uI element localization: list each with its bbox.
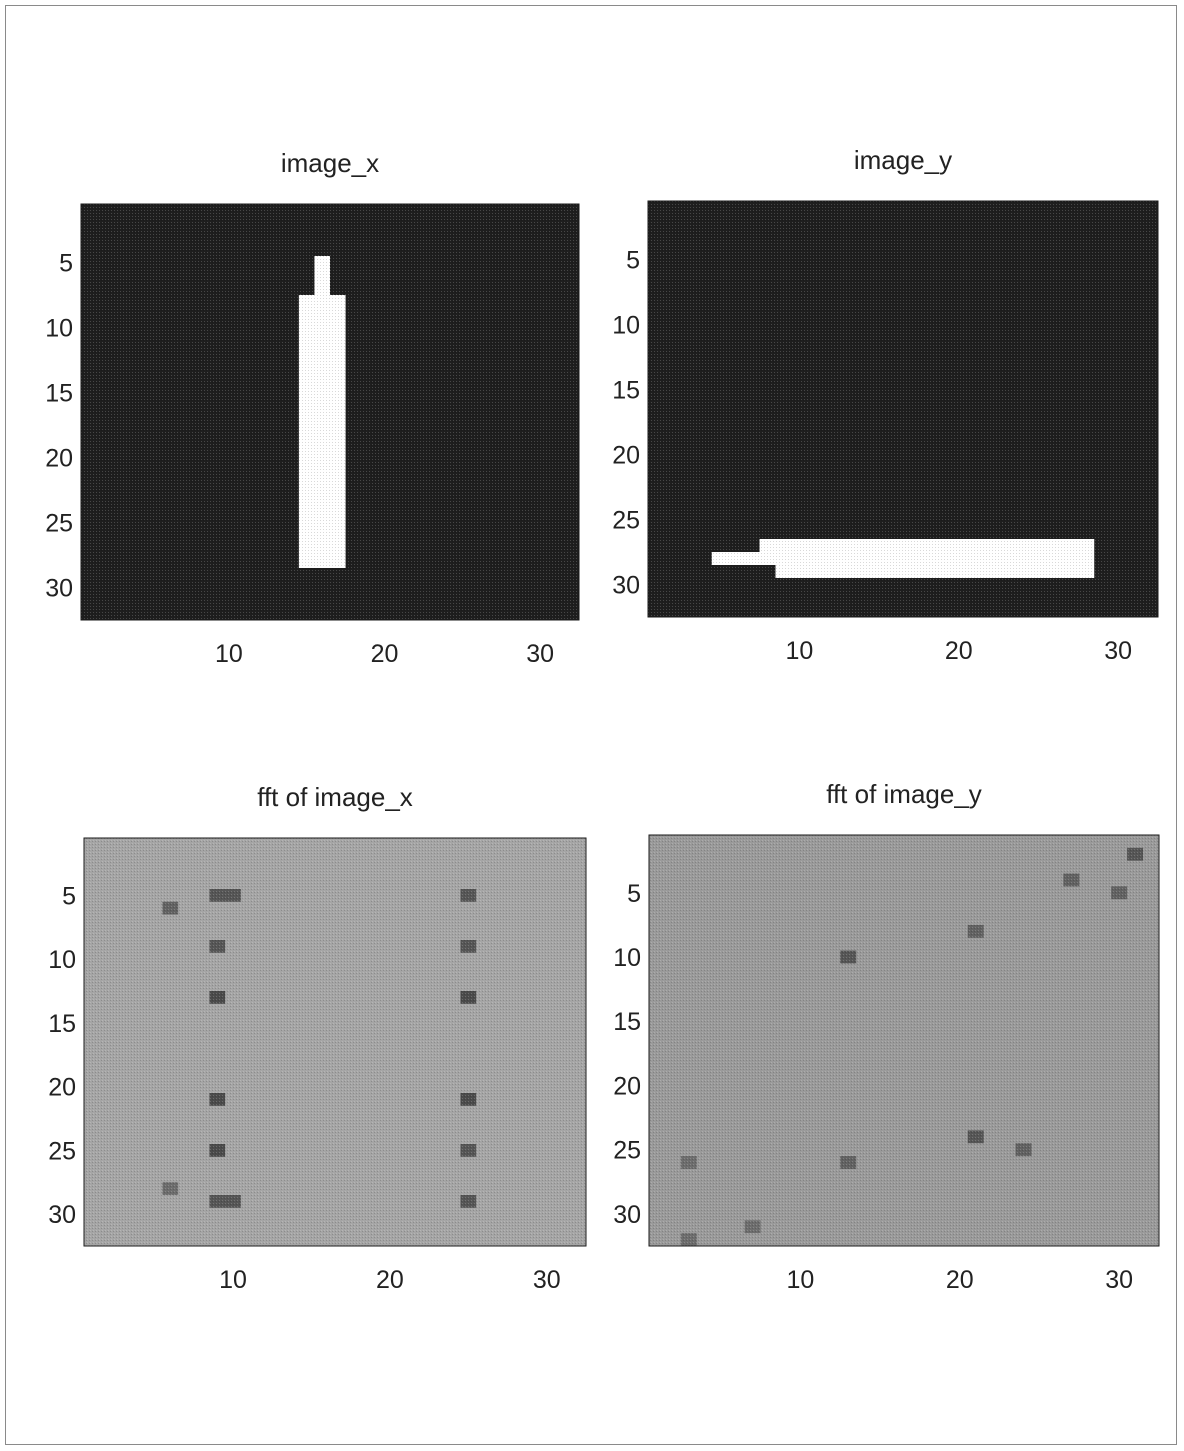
y-tick-label: 5 [626,247,640,275]
y-tick-label: 5 [59,250,73,278]
chart-title: fft of image_x [257,782,413,812]
panel-fft-image-x: fft of image_x 10 20 30 5 10 15 20 25 30 [48,782,587,1294]
x-tick-label: 30 [533,1266,561,1294]
y-tick-label: 10 [48,946,76,974]
figure-page: image_x 10 20 30 5 10 15 20 25 30 image_y 10 20 30 5 1… [5,5,1177,1445]
x-tick-label: 20 [371,640,399,668]
y-tick-label: 30 [612,572,640,600]
dither-texture [649,835,1159,1246]
x-tick-label: 10 [787,1266,815,1294]
x-tick-label: 10 [219,1266,247,1294]
axes-frame [83,837,587,1247]
y-tick-label: 30 [48,1201,76,1229]
y-tick-label: 25 [613,1137,641,1165]
x-tick-label: 20 [946,1266,974,1294]
panel-image-x: image_x 10 20 30 5 10 15 20 25 30 [45,148,580,668]
y-tick-label: 20 [612,442,640,470]
y-tick-label: 20 [45,445,73,473]
x-tick-label: 30 [1104,637,1132,665]
figure: image_x 10 20 30 5 10 15 20 25 30 image_y 10 20 30 5 1… [45,145,1160,1294]
y-tick-label: 10 [612,312,640,340]
axes-frame [80,203,580,621]
y-tick-label: 15 [48,1010,76,1038]
panel-fft-image-y: fft of image_y 10 20 30 5 10 15 20 25 30 [613,779,1160,1294]
x-tick-label: 20 [945,637,973,665]
y-tick-label: 15 [613,1008,641,1036]
y-tick-label: 10 [613,944,641,972]
y-tick-label: 15 [45,380,73,408]
axes-frame [648,834,1160,1247]
panel-image-y: image_y 10 20 30 5 10 15 20 25 30 [612,145,1159,665]
dither-texture [81,204,579,620]
x-tick-label: 30 [526,640,554,668]
axes-frame [647,200,1159,618]
chart-title: fft of image_y [826,779,982,809]
y-tick-label: 25 [45,510,73,538]
y-tick-label: 5 [62,882,76,910]
y-tick-label: 25 [48,1137,76,1165]
y-tick-label: 15 [612,377,640,405]
y-tick-label: 25 [612,507,640,535]
x-tick-label: 10 [786,637,814,665]
y-tick-label: 20 [613,1072,641,1100]
chart-title: image_x [281,148,379,178]
y-tick-label: 20 [48,1074,76,1102]
x-tick-label: 10 [215,640,243,668]
y-tick-label: 10 [45,315,73,343]
chart-title: image_y [854,145,952,175]
x-tick-label: 30 [1105,1266,1133,1294]
y-tick-label: 5 [627,880,641,908]
x-tick-label: 20 [376,1266,404,1294]
y-tick-label: 30 [613,1201,641,1229]
y-tick-label: 30 [45,575,73,603]
dither-texture [84,838,586,1246]
dither-texture [648,201,1158,617]
